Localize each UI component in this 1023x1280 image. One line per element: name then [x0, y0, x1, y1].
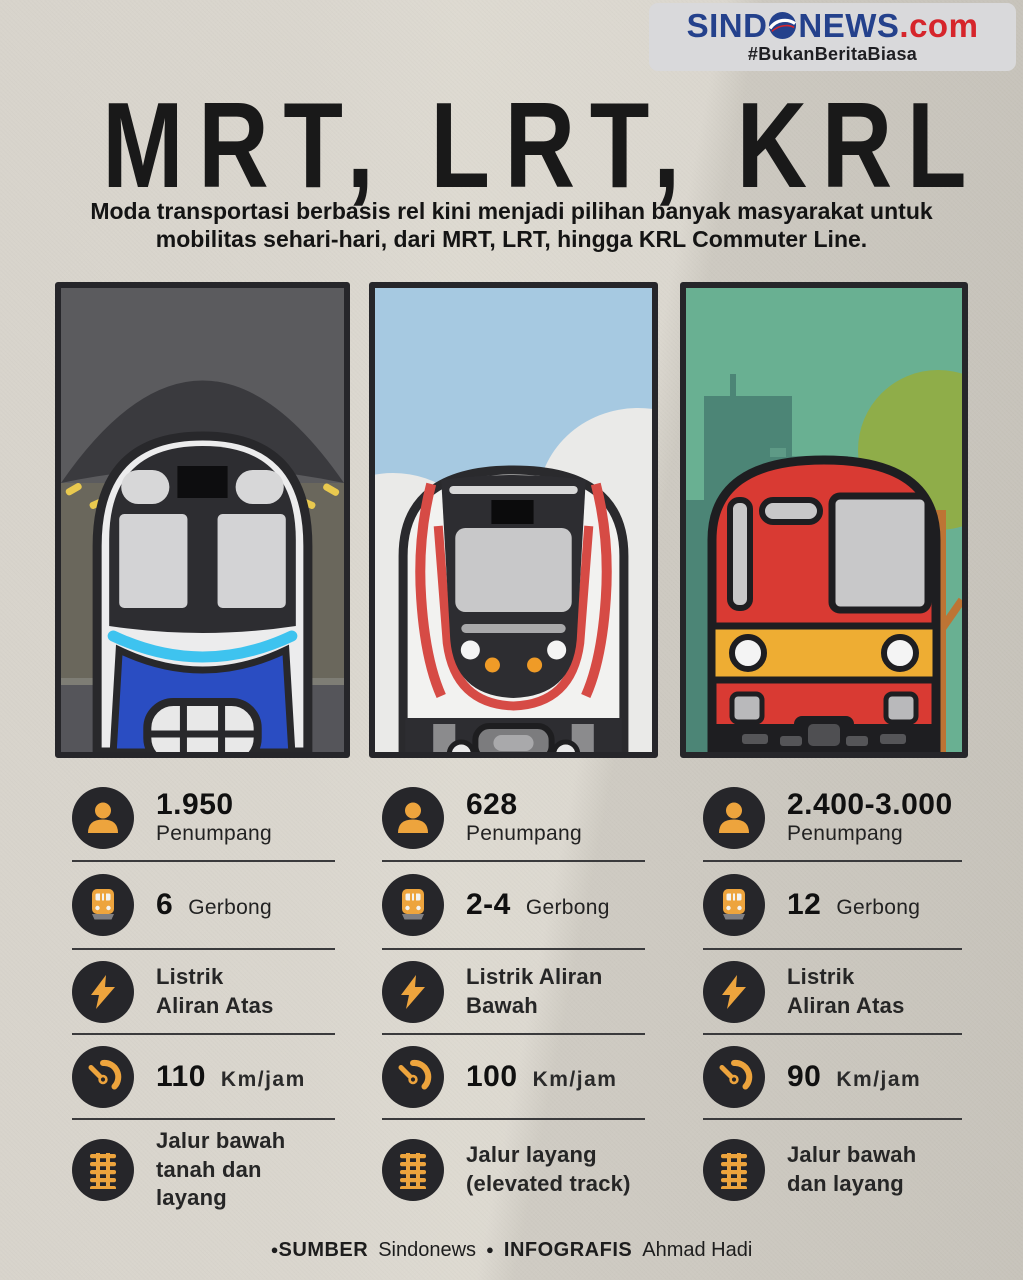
speedometer-icon: [703, 1045, 765, 1108]
stat-row-cars: 2-4 Gerbong: [382, 862, 645, 950]
stats-column-mrt: 1.950 Penumpang 6 Gerbong Listrik Aliran …: [72, 776, 335, 1220]
power-label: Listrik Aliran Atas: [156, 963, 274, 1018]
traincar-icon: [72, 874, 134, 936]
stat-row-passengers: 1.950 Penumpang: [72, 776, 335, 862]
lrt-illustration: [369, 282, 658, 758]
lightning-icon: [72, 960, 134, 1023]
stat-row-power: Listrik Aliran Atas: [72, 950, 335, 1035]
sindonews-logo: SIND NEWS.com: [649, 9, 1016, 43]
logo-text-com: .com: [899, 7, 979, 44]
speed-value: 90: [787, 1060, 822, 1093]
cars-label: Gerbong: [525, 896, 610, 920]
speed-unit: Km/jam: [220, 1068, 306, 1091]
stat-row-track: Jalur bawah tanah dan layang: [72, 1120, 335, 1220]
subtitle-line-2: mobilitas sehari-hari, dari MRT, LRT, hi…: [155, 226, 868, 253]
cars-value: 12: [787, 888, 822, 922]
speedometer-icon: [382, 1045, 444, 1108]
credits: ●SUMBER Sindonews ● INFOGRAFIS Ahmad Hadi: [0, 1239, 1023, 1262]
lightning-icon: [703, 960, 765, 1023]
cars-label: Gerbong: [188, 896, 273, 920]
power-label: Listrik Aliran Bawah: [466, 963, 603, 1018]
speed-value: 110: [156, 1060, 206, 1093]
stats-column-lrt: 628 Penumpang 2-4 Gerbong Listrik Aliran…: [382, 776, 645, 1220]
speed-unit: Km/jam: [532, 1068, 618, 1091]
source-label: SUMBER: [278, 1239, 369, 1261]
speed-unit: Km/jam: [836, 1068, 922, 1091]
passengers-value: 2.400-3.000: [787, 788, 953, 822]
passengers-value: 628: [466, 788, 518, 822]
track-icon: [703, 1139, 765, 1201]
mrt-illustration: [55, 282, 350, 758]
lightning-icon: [382, 960, 444, 1023]
stat-row-power: Listrik Aliran Atas: [703, 950, 962, 1035]
logo-tagline: #BukanBeritaBiasa: [747, 44, 918, 64]
passenger-icon: [72, 787, 134, 849]
sindonews-logo-badge: SIND NEWS.com #BukanBeritaBiasa: [649, 3, 1016, 71]
track-icon: [72, 1139, 134, 1201]
cars-value: 6: [156, 888, 174, 922]
stat-row-speed: 90 Km/jam: [703, 1035, 962, 1120]
bullet-icon: ●: [486, 1242, 494, 1257]
stat-row-speed: 100 Km/jam: [382, 1035, 645, 1120]
passengers-value: 1.950: [156, 788, 234, 822]
stat-row-power: Listrik Aliran Bawah: [382, 950, 645, 1035]
lrt-train: [398, 465, 629, 752]
passengers-label: Penumpang: [466, 822, 582, 846]
track-label: Jalur bawah tanah dan layang: [156, 1128, 286, 1211]
bullet-icon: ●: [270, 1242, 279, 1257]
power-label: Listrik Aliran Atas: [787, 963, 905, 1018]
cars-value: 2-4: [466, 888, 511, 922]
passengers-label: Penumpang: [787, 822, 903, 846]
traincar-icon: [703, 874, 765, 936]
page-title: MRT, LRT, KRL: [102, 77, 982, 213]
cars-label: Gerbong: [836, 896, 921, 920]
stat-row-track: Jalur bawah dan layang: [703, 1120, 962, 1220]
stat-row-track: Jalur layang (elevated track): [382, 1120, 645, 1220]
stat-row-cars: 6 Gerbong: [72, 862, 335, 950]
credit-label: INFOGRAFIS: [503, 1239, 633, 1261]
krl-train: [707, 455, 941, 752]
subtitle-line-1: Moda transportasi berbasis rel kini menj…: [90, 198, 933, 224]
source-value: Sindonews: [378, 1239, 477, 1261]
stat-row-passengers: 628 Penumpang: [382, 776, 645, 862]
logo-text-sind: SIND: [686, 7, 768, 44]
stat-row-cars: 12 Gerbong: [703, 862, 962, 950]
stats-column-krl: 2.400-3.000 Penumpang 12 Gerbong Listrik…: [703, 776, 962, 1220]
speedometer-icon: [72, 1045, 134, 1108]
track-label: Jalur layang (elevated track): [466, 1142, 631, 1196]
subtitle: Moda transportasi berbasis rel kini menj…: [0, 197, 1023, 254]
speed-value: 100: [466, 1060, 518, 1093]
mrt-train: [92, 431, 313, 752]
stat-row-passengers: 2.400-3.000 Penumpang: [703, 776, 962, 862]
passengers-label: Penumpang: [156, 822, 272, 846]
track-label: Jalur bawah dan layang: [787, 1142, 917, 1196]
passenger-icon: [382, 787, 444, 849]
globe-icon: [768, 11, 797, 40]
traincar-icon: [382, 874, 444, 936]
track-icon: [382, 1139, 444, 1201]
stat-row-speed: 110 Km/jam: [72, 1035, 335, 1120]
passenger-icon: [703, 787, 765, 849]
logo-text-news: NEWS: [798, 7, 900, 44]
credit-value: Ahmad Hadi: [642, 1239, 753, 1261]
krl-illustration: [680, 282, 968, 758]
